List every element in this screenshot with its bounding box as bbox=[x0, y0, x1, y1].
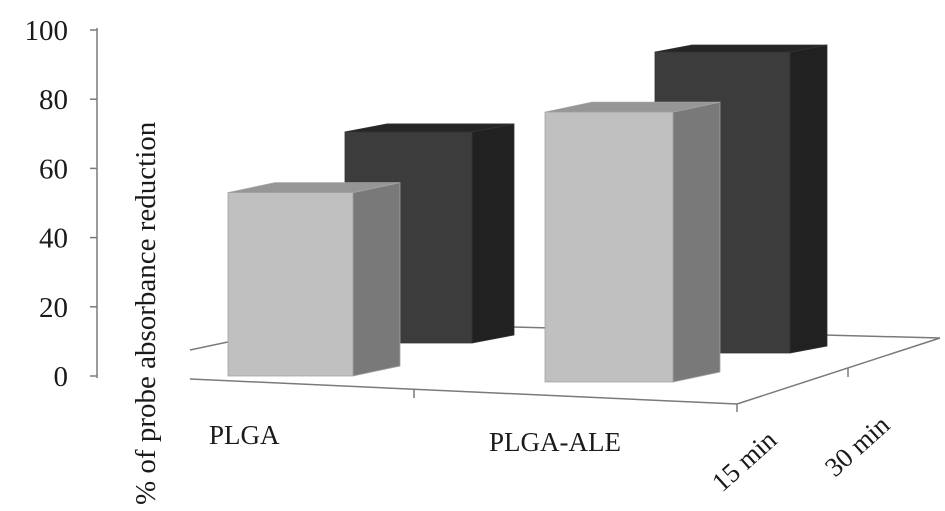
bar-15-min-plga bbox=[227, 182, 401, 377]
y-tick-label: 100 bbox=[25, 15, 69, 47]
bar-front-face bbox=[544, 111, 674, 383]
x-axis-line bbox=[189, 378, 738, 405]
y-tick-label: 60 bbox=[39, 153, 68, 185]
bar-top-face bbox=[654, 44, 828, 53]
bar-side-face bbox=[672, 101, 721, 383]
bar-side-face bbox=[352, 182, 401, 377]
y-tick-label: 0 bbox=[54, 361, 69, 393]
bar-top-face bbox=[544, 101, 721, 113]
bar-top-face bbox=[227, 182, 401, 194]
y-tick-label: 40 bbox=[39, 223, 68, 255]
bar-side-face bbox=[471, 123, 515, 344]
y-axis-title: % of probe absorbance reduction bbox=[130, 121, 162, 505]
y-tick-group: 0 20 40 60 80 100 bbox=[25, 15, 97, 393]
x-tick-label: PLGA-ALE bbox=[489, 427, 621, 457]
x-tick-label: PLGA bbox=[209, 420, 280, 450]
bar-front-face bbox=[227, 192, 354, 377]
bar-side-face bbox=[789, 44, 828, 354]
y-tick-label: 80 bbox=[39, 84, 68, 116]
depth-tick-label: 30 min bbox=[819, 409, 896, 482]
y-tick-label: 20 bbox=[39, 292, 68, 324]
bar-group bbox=[227, 44, 828, 383]
depth-tick-label: 15 min bbox=[706, 424, 783, 497]
bar-15-min-plga-ale bbox=[544, 101, 721, 383]
bar-top-face bbox=[344, 123, 515, 133]
depth-axis-line bbox=[736, 337, 941, 405]
